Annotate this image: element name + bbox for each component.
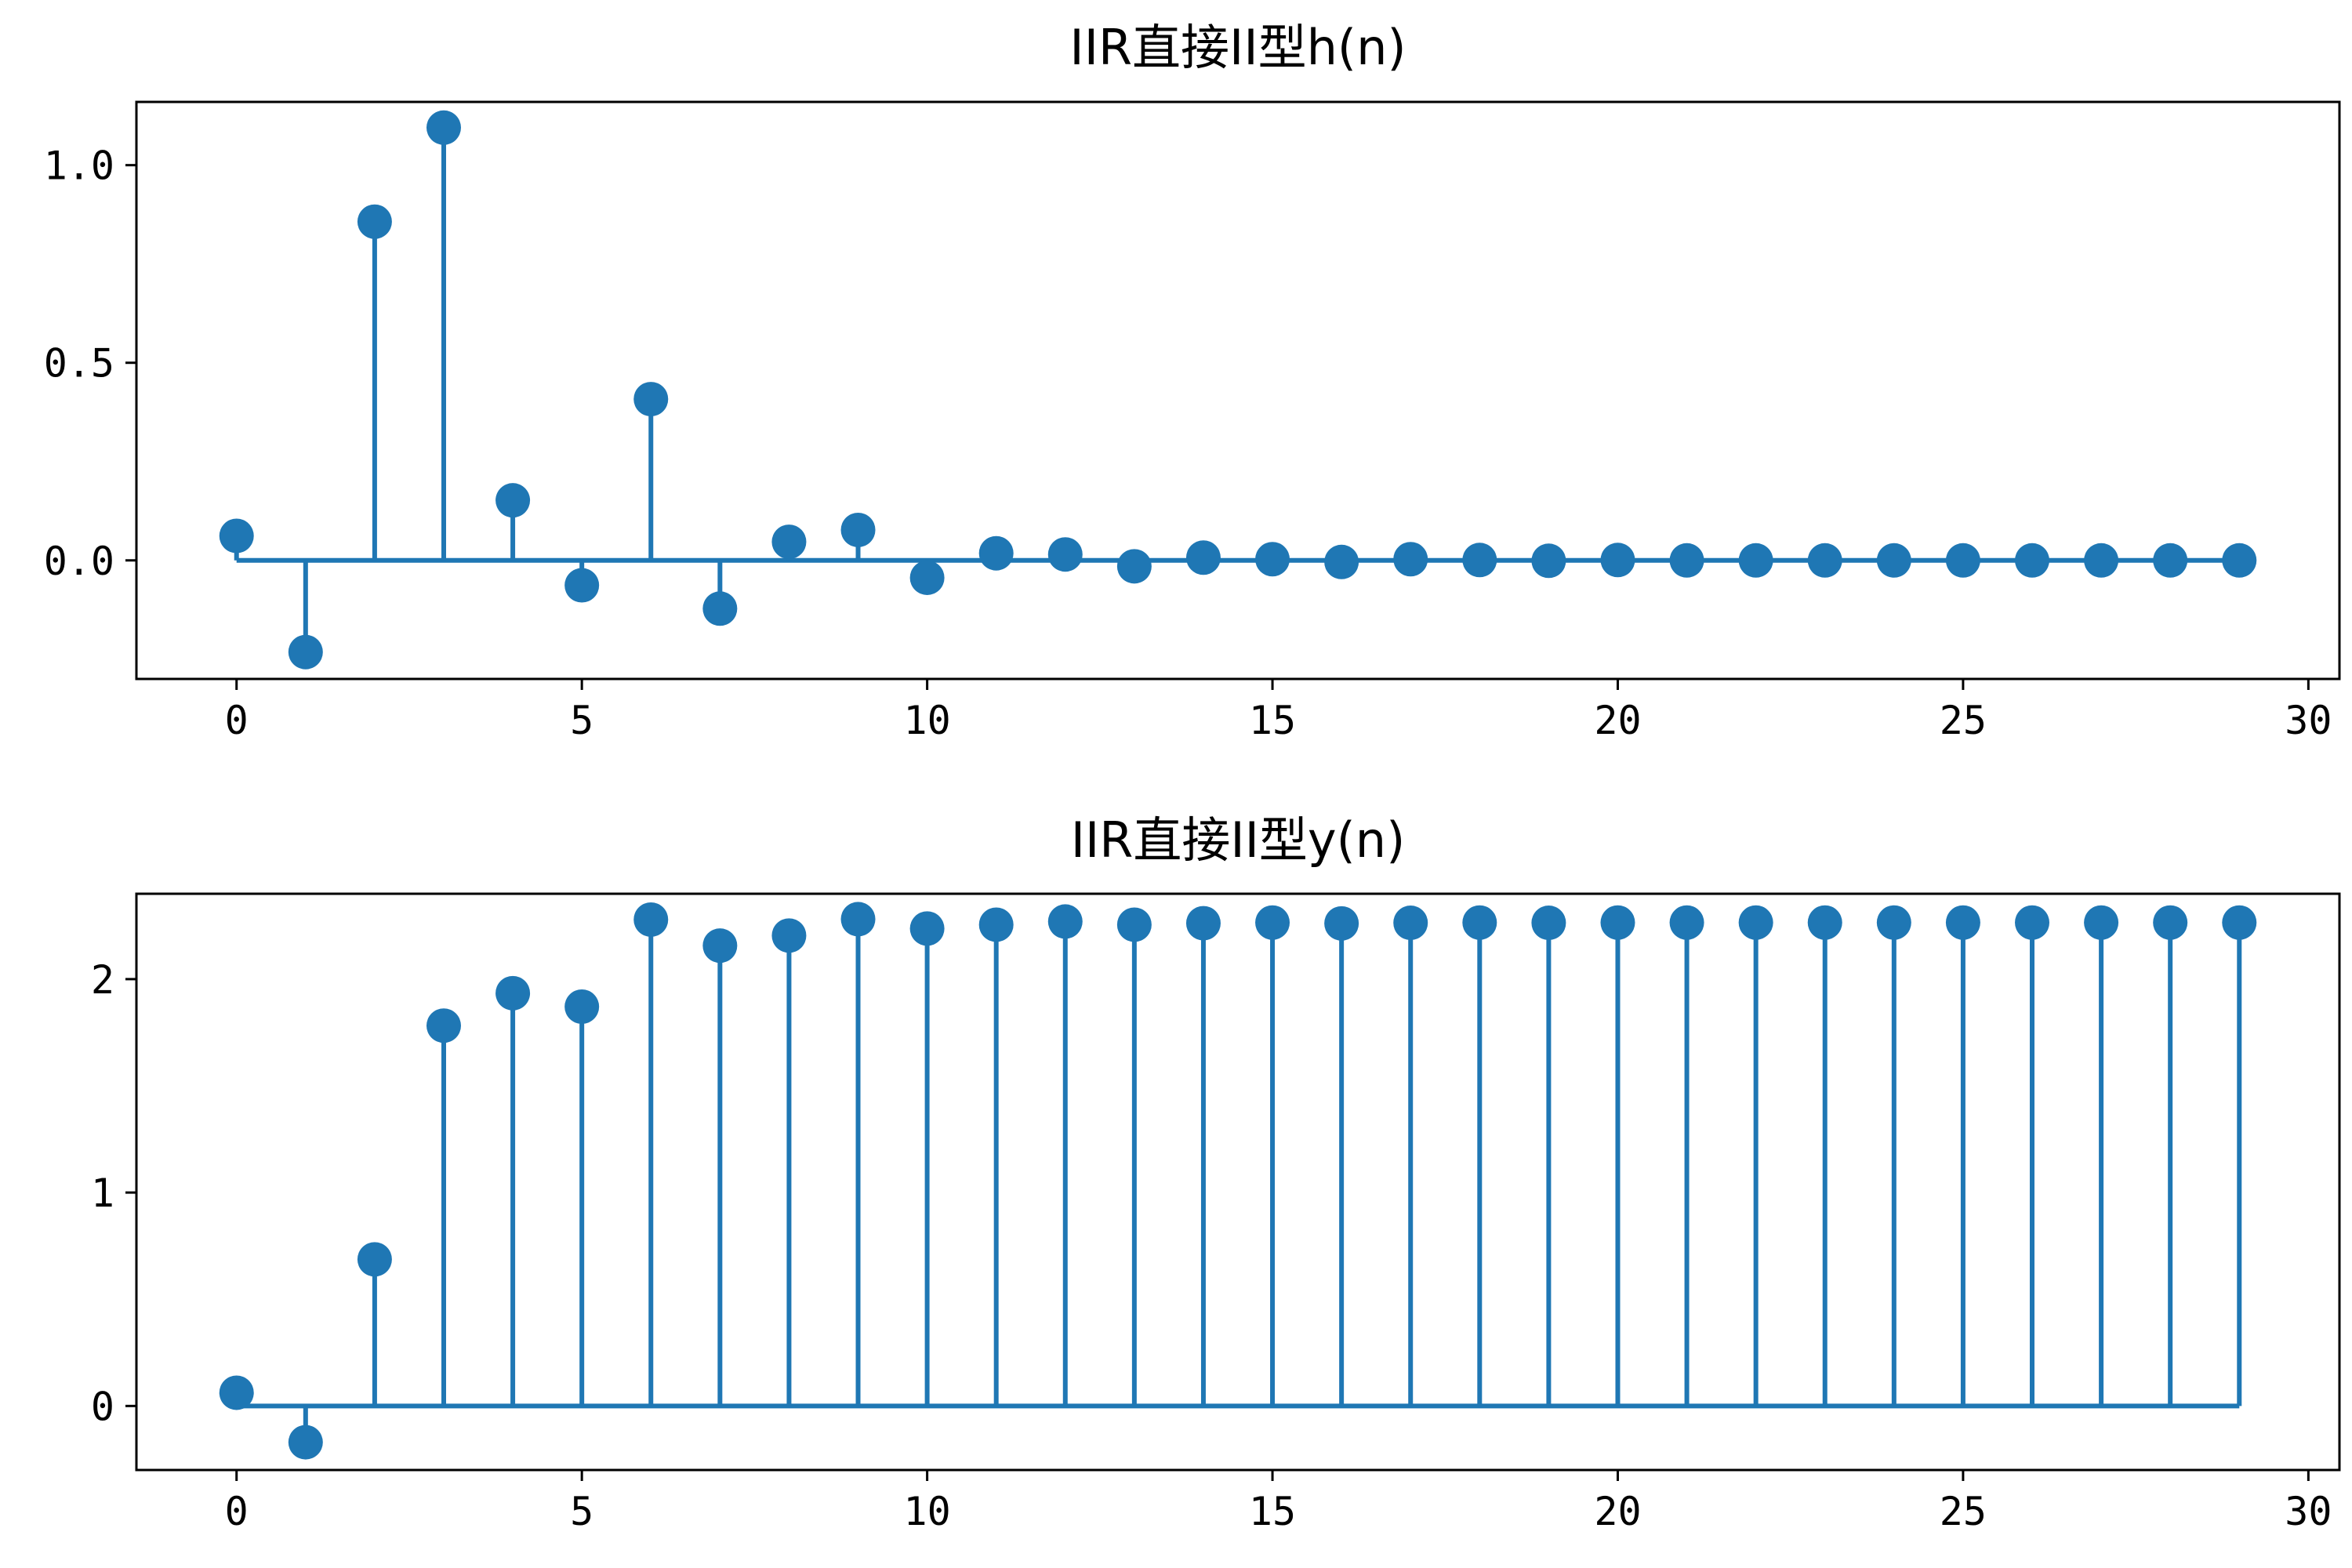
stem-marker (2153, 905, 2188, 940)
stem-marker (1462, 543, 1497, 578)
stem-marker (771, 524, 807, 560)
stem-marker (1116, 907, 1152, 942)
stem-marker (771, 918, 807, 953)
stem-marker (840, 512, 876, 547)
subplot-output-response: IIR直接II型y(n) 0 5 10 15 20 25 30 0 1 2 (91, 811, 2341, 1534)
x-tick-label: 0 (225, 1489, 249, 1534)
stem-marker (1807, 543, 1842, 578)
stem-marker (219, 518, 254, 554)
x-tick-label: 10 (903, 698, 950, 743)
x-tick-label: 15 (1249, 698, 1296, 743)
stem-marker (1324, 906, 1359, 941)
y-tick-label: 1.0 (44, 143, 114, 189)
x-tick-label: 25 (1940, 698, 1987, 743)
stem-marker (564, 568, 600, 603)
stem-marker (1945, 543, 1980, 578)
subplot-impulse-response: IIR直接II型h(n) 0 5 10 15 20 25 30 0.0 0.5 1.0 (44, 19, 2341, 743)
x-tick-label: 15 (1249, 1489, 1296, 1534)
stem-marker (1255, 905, 1290, 940)
x-tick-label: 10 (903, 1489, 950, 1534)
x-tick-label: 5 (570, 698, 593, 743)
stem-marker (1393, 906, 1428, 941)
y-tick-label: 0 (91, 1384, 114, 1429)
stem-marker (1116, 549, 1152, 584)
stem-marker (2222, 543, 2257, 578)
chart-title: IIR直接II型y(n) (1071, 811, 1406, 869)
x-tick-label: 25 (1940, 1489, 1987, 1534)
stem-marker (2015, 905, 2050, 940)
x-tick-label: 0 (225, 698, 249, 743)
y-tick-label: 1 (91, 1171, 114, 1216)
stem-marker (1531, 906, 1566, 941)
y-tick-label: 0.0 (44, 539, 114, 584)
stem-marker (1600, 905, 1635, 940)
stem-marker (495, 975, 531, 1011)
stem-marker (2084, 905, 2119, 940)
stem-marker (978, 907, 1014, 942)
stem-marker (288, 634, 323, 670)
stem-marker (702, 928, 738, 964)
stem-marker (1185, 906, 1221, 941)
stem-marker (1669, 543, 1704, 578)
axes-frame (135, 100, 2341, 681)
stem-marker (1185, 540, 1221, 575)
chart-title: IIR直接II型h(n) (1069, 19, 1406, 76)
x-tick-label: 20 (1594, 1489, 1641, 1534)
stem-marker (1945, 905, 1980, 940)
stem-marker (357, 1242, 392, 1277)
stem-marker (2153, 543, 2188, 578)
stem-marker (1807, 905, 1842, 940)
stem-marker (1462, 905, 1497, 940)
stem-marker (1876, 905, 1911, 940)
stem-marker (1531, 543, 1566, 579)
stem-marker (2084, 543, 2119, 578)
stem-marker (1324, 544, 1359, 579)
stem-marker (1047, 537, 1083, 572)
stem-marker (426, 1008, 461, 1044)
stem-marker (357, 204, 392, 239)
x-tick-label: 5 (570, 1489, 593, 1534)
stem-marker (633, 382, 669, 417)
y-tick-label: 0.5 (44, 341, 114, 387)
stem-marker (1669, 905, 1704, 940)
stem-marker (1738, 905, 1773, 940)
stem-marker (219, 1375, 254, 1410)
stem-marker (2222, 905, 2257, 940)
stem-marker (1600, 543, 1635, 578)
x-tick-label: 20 (1594, 698, 1641, 743)
stem-marker (2015, 543, 2050, 578)
stem-marker (426, 110, 461, 145)
x-tick-label: 30 (2285, 698, 2332, 743)
y-tick-label: 2 (91, 957, 114, 1003)
stem-marker (1738, 543, 1773, 578)
stem-marker (978, 535, 1014, 571)
stem-marker (495, 483, 531, 518)
x-tick-label: 30 (2285, 1489, 2332, 1534)
stem-marker (1393, 542, 1428, 577)
stem-marker (1047, 904, 1083, 939)
stem-marker (564, 989, 600, 1025)
axes-frame (135, 892, 2341, 1472)
stem-marker (1876, 543, 1911, 578)
stem-marker (840, 902, 876, 937)
stem-marker (1255, 542, 1290, 577)
stem-marker (288, 1425, 323, 1460)
stem-marker (909, 560, 945, 595)
stem-marker (909, 911, 945, 946)
stem-marker (633, 902, 669, 937)
stem-marker (702, 591, 738, 626)
